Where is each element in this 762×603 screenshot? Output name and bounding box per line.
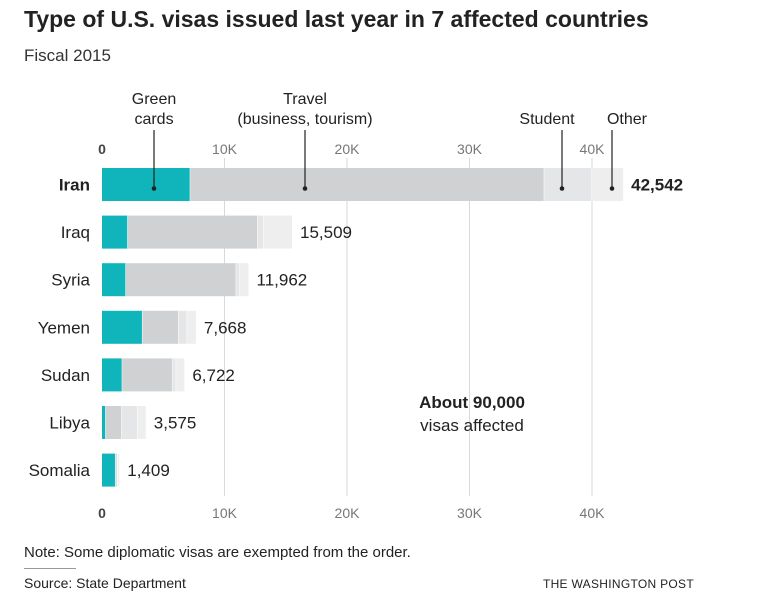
x-tick-label-top: 10K: [212, 141, 238, 157]
x-tick-label-bottom: 0: [98, 505, 106, 521]
bar-segment: [257, 215, 264, 249]
category-label: Yemen: [38, 318, 90, 337]
x-tick-label-bottom: 30K: [457, 505, 483, 521]
bar-segment: [121, 406, 138, 439]
bar-segment: [125, 263, 237, 297]
bar-segment: [105, 406, 122, 439]
source-text: Source: State Department: [24, 575, 186, 591]
series-label-dot: [151, 186, 157, 191]
total-value-label: 11,962: [257, 271, 308, 290]
publisher-credit: THE WASHINGTON POST: [542, 577, 694, 591]
total-value-label: 6,722: [192, 366, 235, 385]
x-tick-label-bottom: 40K: [580, 505, 606, 521]
series-label-dot: [559, 186, 565, 191]
bar-segment: [263, 215, 292, 249]
category-label: Iran: [59, 176, 90, 195]
annotation-total: About 90,000: [419, 393, 525, 412]
x-tick-label-top: 30K: [457, 141, 483, 157]
bar-segment: [102, 358, 123, 392]
series-label: Other: [607, 111, 648, 128]
x-tick-label-bottom: 10K: [212, 505, 238, 521]
bar-segment: [178, 310, 188, 344]
series-label: cards: [134, 111, 173, 128]
source-divider: [24, 568, 76, 569]
category-label: Sudan: [41, 366, 90, 385]
category-label: Syria: [51, 271, 90, 290]
total-value-label: 1,409: [127, 461, 170, 480]
series-label: Student: [519, 111, 575, 128]
bar-segment: [137, 406, 146, 439]
chart-subtitle: Fiscal 2015: [24, 46, 111, 65]
total-value-label: 15,509: [300, 223, 352, 242]
total-value-label: 42,542: [631, 176, 683, 195]
bar-segment: [122, 358, 173, 392]
series-label: Travel: [283, 91, 327, 108]
bar-segment: [187, 310, 196, 344]
bar-segment: [117, 453, 120, 487]
bar-segment: [176, 358, 185, 392]
bar-segment: [115, 453, 118, 487]
category-label: Libya: [49, 414, 90, 433]
series-label: Green: [132, 91, 176, 108]
chart-title: Type of U.S. visas issued last year in 7…: [24, 6, 649, 32]
bar-segment: [102, 453, 116, 487]
bar-segment: [190, 168, 545, 201]
category-label: Somalia: [29, 461, 91, 480]
bar-segment: [172, 358, 177, 392]
bar-segment: [592, 168, 624, 201]
bar-segment: [544, 168, 592, 201]
x-tick-label-top: 0: [98, 141, 106, 157]
total-value-label: 7,668: [204, 318, 247, 337]
bar-segment: [102, 168, 191, 201]
annotation-caption: visas affected: [420, 416, 524, 435]
bar-segment: [239, 263, 249, 297]
stacked-bar-chart: 0 0 10K 10K 20K 20K 30K 30K 40K 40K Iran 42,542 Iraq…: [29, 91, 684, 521]
series-label: (business, tourism): [237, 111, 372, 128]
category-label: Iraq: [61, 223, 90, 242]
bar-segment: [102, 215, 128, 249]
bar-segment: [102, 310, 143, 344]
total-value-label: 3,575: [154, 414, 197, 433]
bar-segment: [127, 215, 258, 249]
x-tick-label-bottom: 20K: [335, 505, 361, 521]
bar-segment: [102, 263, 126, 297]
footnote: Note: Some diplomatic visas are exempted…: [24, 544, 411, 561]
bar-segment: [236, 263, 240, 297]
series-label-dot: [609, 186, 615, 191]
x-tick-label-top: 40K: [580, 141, 606, 157]
bar-segment: [142, 310, 179, 344]
series-label-dot: [302, 186, 308, 191]
x-tick-label-top: 20K: [335, 141, 361, 157]
bar-segment: [102, 406, 106, 439]
